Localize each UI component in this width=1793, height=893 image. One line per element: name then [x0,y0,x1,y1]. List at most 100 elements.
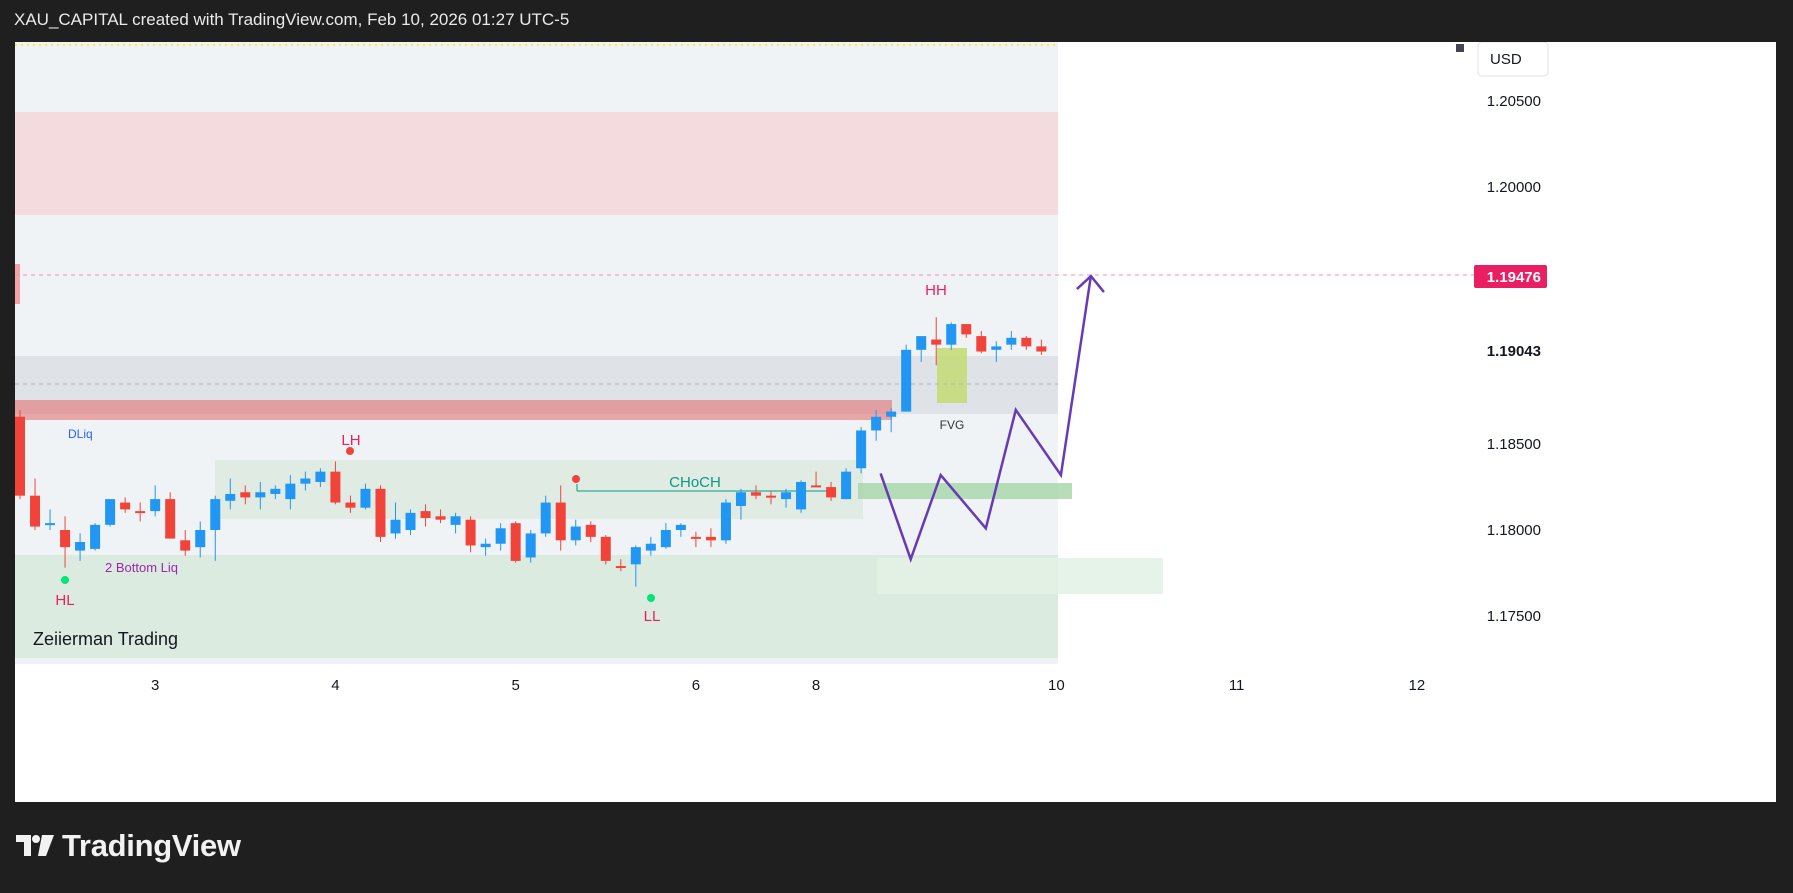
candle-body [705,536,716,541]
candle-body [871,416,882,431]
candle-body [165,499,176,539]
lh-marker-dot [346,447,354,455]
time-axis-tick-label: 10 [1048,677,1065,694]
candle-body [135,511,146,514]
chart-panel[interactable]: Zeiierman Trading HL LH LL HH DLiq 2 Bot… [15,42,1776,802]
range-box [215,460,863,519]
candle-body [690,536,701,539]
ll-label: LL [644,608,661,625]
candle-body [210,499,221,530]
candle-body [45,523,56,526]
choch-label: CHoCH [669,474,721,491]
fvg-box [937,348,967,403]
supply-order-block [15,400,892,420]
price-chart[interactable]: Zeiierman Trading HL LH LL HH DLiq 2 Bot… [15,42,1776,802]
candle-body [540,502,551,534]
candle-body [916,336,927,350]
settings-square-icon[interactable] [1456,44,1464,52]
chart-header-title: XAU_CAPITAL created with TradingView.com… [14,10,570,29]
premium-zone [15,112,1058,215]
target-price-badge [1474,265,1547,288]
time-axis-tick-label: 3 [151,677,159,694]
candle-body [630,547,641,565]
candle-body [1006,337,1017,345]
time-axis: 3 4 5 6 8 10 11 12 [151,677,1425,694]
lh-label: LH [341,432,360,449]
candle-body [435,516,446,520]
candle-body [450,516,461,525]
current-price-badge [1474,339,1547,362]
candle-body [946,324,957,345]
hh-label: HH [925,282,947,299]
bottom-liq-label: 2 Bottom Liq [105,560,178,575]
candle-body [120,502,131,510]
candle-body [886,411,897,417]
left-edge-marker [15,264,20,304]
candle-body [781,492,792,500]
candle-body [405,512,416,530]
candle-body [420,511,431,518]
projection-path [879,275,1093,563]
demand-zone-upper [858,483,1072,499]
projection-arrow-head [1076,274,1105,293]
fvg-label: FVG [940,418,965,432]
candle-body [811,485,822,488]
hl-marker-dot [61,576,69,584]
demand-zone-lower [877,558,1163,594]
candle-body [285,483,296,500]
candle-body [240,492,251,498]
tradingview-logo[interactable]: TradingView [16,828,241,864]
price-axis: 1.20500 1.20000 1.18500 1.18000 1.17500 [1487,93,1541,625]
candle-body [796,481,807,510]
currency-box[interactable] [1477,42,1549,77]
candle-body [766,495,776,498]
candle-body [856,430,867,469]
target-price-label: 1.19476 [1487,269,1541,286]
candles-layer [15,317,1047,587]
candle-body [345,502,356,508]
choch-marker-dot [572,475,580,483]
candle-body [180,540,191,551]
watermark-text: Zeiierman Trading [33,629,178,649]
candle-body [195,530,206,548]
candle-body [255,492,266,498]
dliq-label: DLiq [68,427,93,441]
candle-body [90,524,101,549]
candle-body [360,488,371,508]
currency-label[interactable]: USD [1490,51,1522,68]
candle-body [600,536,611,561]
ll-marker-dot [647,594,655,602]
price-axis-tick-label: 1.17500 [1487,608,1541,625]
time-axis-tick-label: 6 [692,677,700,694]
candle-body [826,487,837,498]
candle-body [961,324,972,335]
price-axis-tick-label: 1.18000 [1487,522,1541,539]
candle-body [660,530,671,548]
time-axis-tick-label: 11 [1229,677,1245,694]
candle-body [841,471,852,500]
candle-body [60,530,71,548]
candle-body [390,519,401,534]
candle-body [615,566,626,569]
price-axis-tick-label: 1.18500 [1487,436,1541,453]
candle-body [991,346,1002,350]
candle-body [30,495,41,527]
candle-body [585,524,596,537]
candle-body [735,492,746,506]
candle-body [1036,346,1047,352]
candle-body [105,499,116,525]
tradingview-logo-text: TradingView [62,828,241,863]
candle-body [465,519,476,546]
price-axis-tick-label: 1.20500 [1487,93,1541,110]
time-axis-tick-label: 4 [331,677,339,694]
candle-body [510,523,521,561]
candle-body [976,336,987,352]
candle-body [901,349,912,412]
candle-body [375,488,386,537]
time-axis-tick-label: 12 [1409,677,1426,694]
candle-body [525,533,536,558]
candle-body [570,526,581,541]
candle-body [315,471,326,482]
candle-body [720,502,731,541]
zones-layer [15,42,1163,664]
